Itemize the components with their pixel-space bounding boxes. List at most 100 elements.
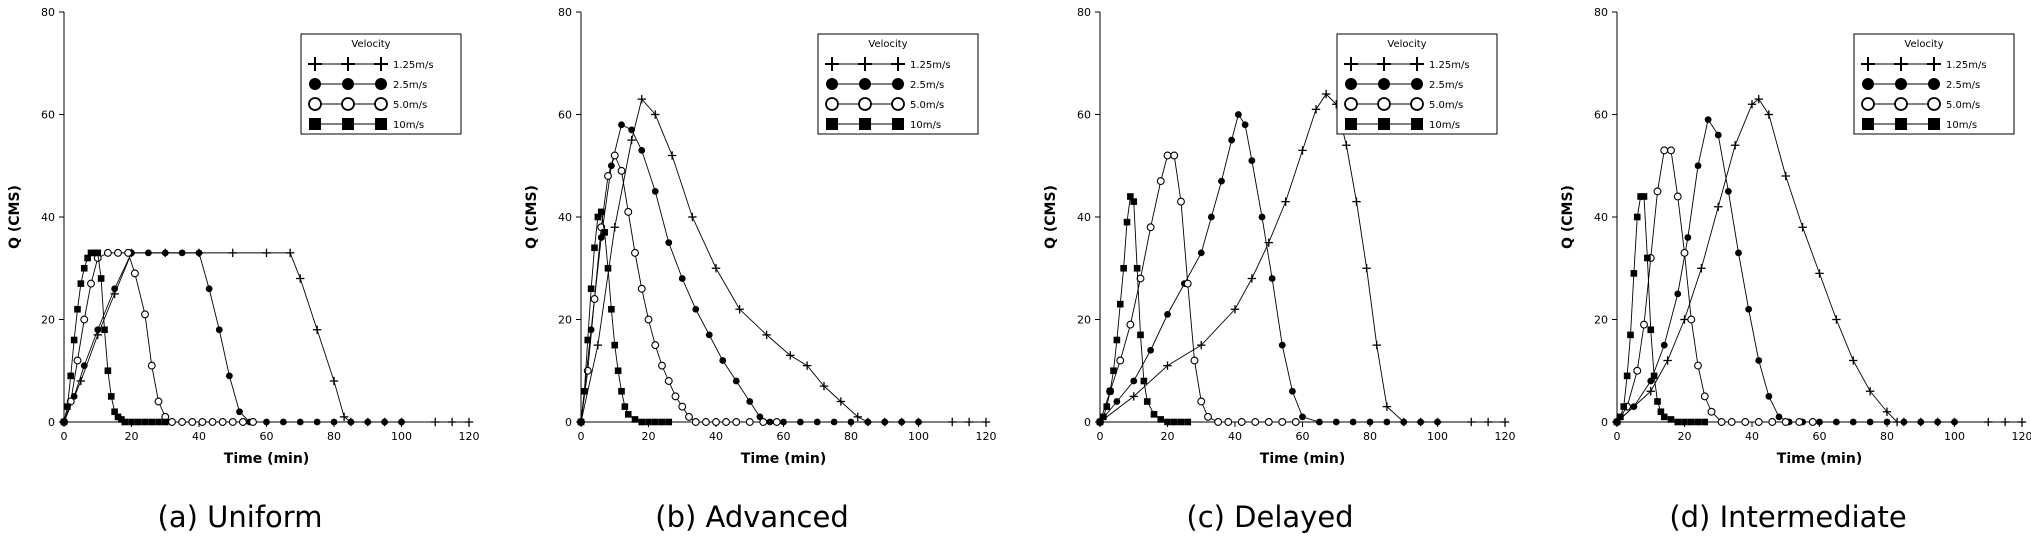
data-point [1278,418,1287,426]
legend-label: 10m/s [1429,120,1460,131]
data-point [1775,413,1783,421]
data-point [637,94,646,104]
series-filled-circle [1613,116,1958,426]
data-point [1674,290,1682,298]
series-open-circle [60,248,257,426]
data-point [1700,392,1709,401]
data-point [87,249,95,257]
data-point [1623,372,1631,380]
x-tick-label: 20 [1161,430,1175,443]
x-tick-label: 80 [327,430,341,443]
data-point [644,315,653,324]
chart-panel-0: 0 20 40 60 80 100 120 0 20 40 60 80 Time (min) Q (CMS… [7,6,480,467]
data-point [830,418,838,426]
data-point [208,418,217,426]
data-point [1681,418,1688,426]
x-tick-label: 40 [1228,430,1242,443]
data-point [594,213,602,221]
x-tick-label: 120 [459,430,480,443]
data-point [772,418,781,426]
data-point [577,418,585,426]
data-point [1640,193,1648,200]
data-point [1697,264,1706,273]
x-axis-title: Time (min) [1260,451,1345,467]
data-point [1815,269,1824,278]
data-point [1654,398,1661,405]
legend-marker [1345,78,1357,90]
data-point [114,413,122,421]
series-line [1616,149,1813,423]
legend-title: Velocity [351,39,390,50]
data-point [1694,162,1702,170]
data-point [381,418,389,426]
data-point [1781,418,1790,426]
data-point [1130,377,1138,385]
data-point [688,212,697,222]
data-point [1278,341,1286,349]
data-point [1126,320,1135,329]
data-point [587,326,595,334]
series-filled-circle [577,121,922,426]
data-point [148,418,156,426]
x-axis-title: Time (min) [741,451,826,467]
data-point [80,264,88,272]
data-point [296,274,305,283]
data-point [1754,94,1763,104]
chart-panel-3: 0 20 40 60 80 100 120 0 20 40 60 80 Time (min) Q (CMS… [1560,6,2031,467]
data-point [614,367,622,375]
data-point [1660,413,1668,421]
data-point [1680,315,1689,324]
data-point [665,418,673,426]
data-point [701,418,710,426]
data-point [1694,361,1702,370]
data-point [1123,218,1131,226]
data-point [74,305,81,313]
series-line [580,210,669,423]
legend-label: 5.0m/s [910,100,944,111]
data-point [881,418,889,426]
data-point [581,387,588,395]
series-line [1616,196,1705,423]
legend-marker [341,97,355,111]
data-point [1694,418,1702,426]
data-point [1248,157,1256,165]
series-line [63,252,253,423]
data-point [1647,326,1655,334]
data-point [1687,315,1696,324]
data-point [658,361,666,370]
series-filled-square [1613,193,1709,426]
data-point [711,264,721,273]
legend-label: 2.5m/s [1946,80,1980,91]
data-point [651,418,659,426]
series-line [580,124,919,423]
data-point [1241,121,1249,129]
legend-label: 1.25m/s [393,60,434,71]
data-point [628,126,636,134]
data-point [128,418,135,426]
data-point [1704,116,1712,124]
panel-caption: (c) Delayed [1186,500,1353,534]
data-point [1832,315,1841,324]
data-point [228,418,237,426]
data-point [263,418,270,426]
data-point [1372,340,1381,350]
data-point [464,417,474,427]
data-point [964,417,974,427]
data-point [1288,387,1296,395]
data-point [1291,418,1300,426]
data-point [1184,418,1192,426]
data-point [107,393,115,400]
y-tick-label: 0 [1084,416,1091,429]
data-point [1755,357,1763,364]
data-point [1951,418,1958,426]
data-point [1832,418,1840,426]
data-point [1170,151,1179,160]
data-point [144,249,152,257]
legend-marker [891,57,905,71]
data-point [1660,341,1668,349]
data-point [161,249,169,257]
data-point [864,418,872,426]
data-point [651,110,660,119]
data-point [1197,397,1206,406]
